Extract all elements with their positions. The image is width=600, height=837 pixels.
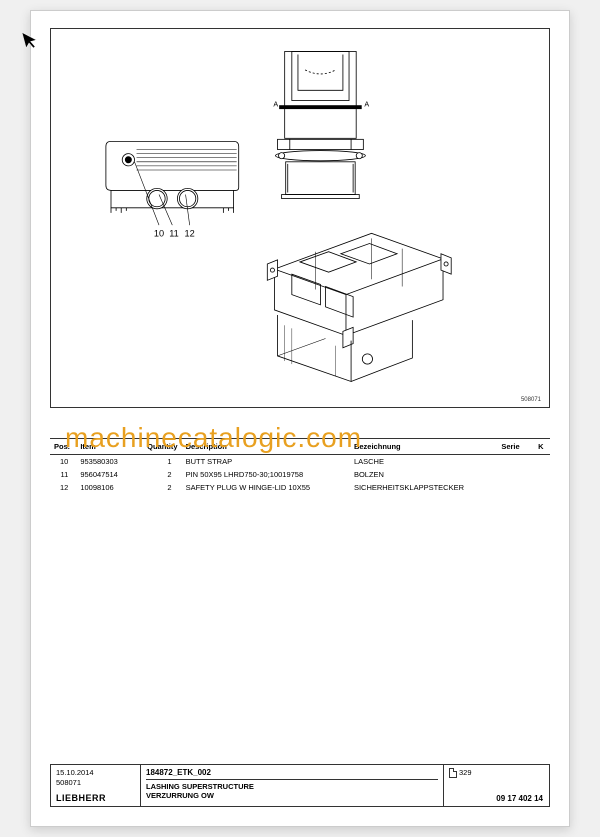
footer-pagenum: 329 (449, 768, 544, 778)
footer-right: 329 09 17 402 14 (444, 765, 549, 806)
footer-box: 15.10.2014 508071 LIEBHERR 184872_ETK_00… (50, 764, 550, 807)
header-serie: Serie (497, 439, 534, 455)
cell-desc: SAFETY PLUG W HINGE-LID 10X55 (182, 481, 350, 494)
table-row: 10 953580303 1 BUTT STRAP LASCHE (50, 455, 550, 469)
technical-diagram: A A 10 11 (50, 28, 550, 408)
callout-10: 10 (154, 228, 164, 238)
cell-pos: 11 (50, 468, 76, 481)
page-number: 329 (459, 768, 472, 777)
footer-etkcode: 184872_ETK_002 (146, 768, 438, 780)
cell-desc: PIN 50X95 LHRD750-30;10019758 (182, 468, 350, 481)
svg-text:A: A (364, 101, 369, 109)
svg-text:A: A (273, 101, 278, 109)
cell-item: 956047514 (76, 468, 139, 481)
footer-left: 15.10.2014 508071 LIEBHERR (51, 765, 141, 806)
footer-center: 184872_ETK_002 LASHING SUPERSTRUCTURE VE… (141, 765, 444, 806)
cell-bez: BOLZEN (350, 468, 497, 481)
footer-brand: LIEBHERR (56, 793, 135, 803)
header-bez: Bezeichnung (350, 439, 497, 455)
table-row: 11 956047514 2 PIN 50X95 LHRD750-30;1001… (50, 468, 550, 481)
cell-serie (497, 468, 534, 481)
cell-qty: 2 (139, 468, 181, 481)
footer-title2: VERZURRUNG OW (146, 791, 438, 800)
footer-code: 508071 (56, 778, 135, 787)
cell-k (534, 455, 550, 469)
cell-item: 10098106 (76, 481, 139, 494)
cell-pos: 10 (50, 455, 76, 469)
page-icon (449, 768, 457, 778)
cell-k (534, 468, 550, 481)
cell-k (534, 481, 550, 494)
cell-qty: 2 (139, 481, 181, 494)
callout-12: 12 (185, 228, 195, 238)
callout-11: 11 (169, 228, 179, 238)
cell-qty: 1 (139, 455, 181, 469)
cell-bez: SICHERHEITSKLAPPSTECKER (350, 481, 497, 494)
cell-bez: LASCHE (350, 455, 497, 469)
cell-serie (497, 481, 534, 494)
footer-date: 15.10.2014 (56, 768, 135, 777)
watermark: machinecatalogic.com (65, 422, 362, 454)
parts-diagram-svg: A A 10 11 (51, 29, 549, 407)
cell-serie (497, 455, 534, 469)
cell-item: 953580303 (76, 455, 139, 469)
cell-pos: 12 (50, 481, 76, 494)
footer-serial: 09 17 402 14 (496, 794, 543, 803)
header-k: K (534, 439, 550, 455)
diagram-id: 508071 (521, 397, 541, 403)
cell-desc: BUTT STRAP (182, 455, 350, 469)
footer-title1: LASHING SUPERSTRUCTURE (146, 782, 438, 791)
table-row: 12 10098106 2 SAFETY PLUG W HINGE-LID 10… (50, 481, 550, 494)
